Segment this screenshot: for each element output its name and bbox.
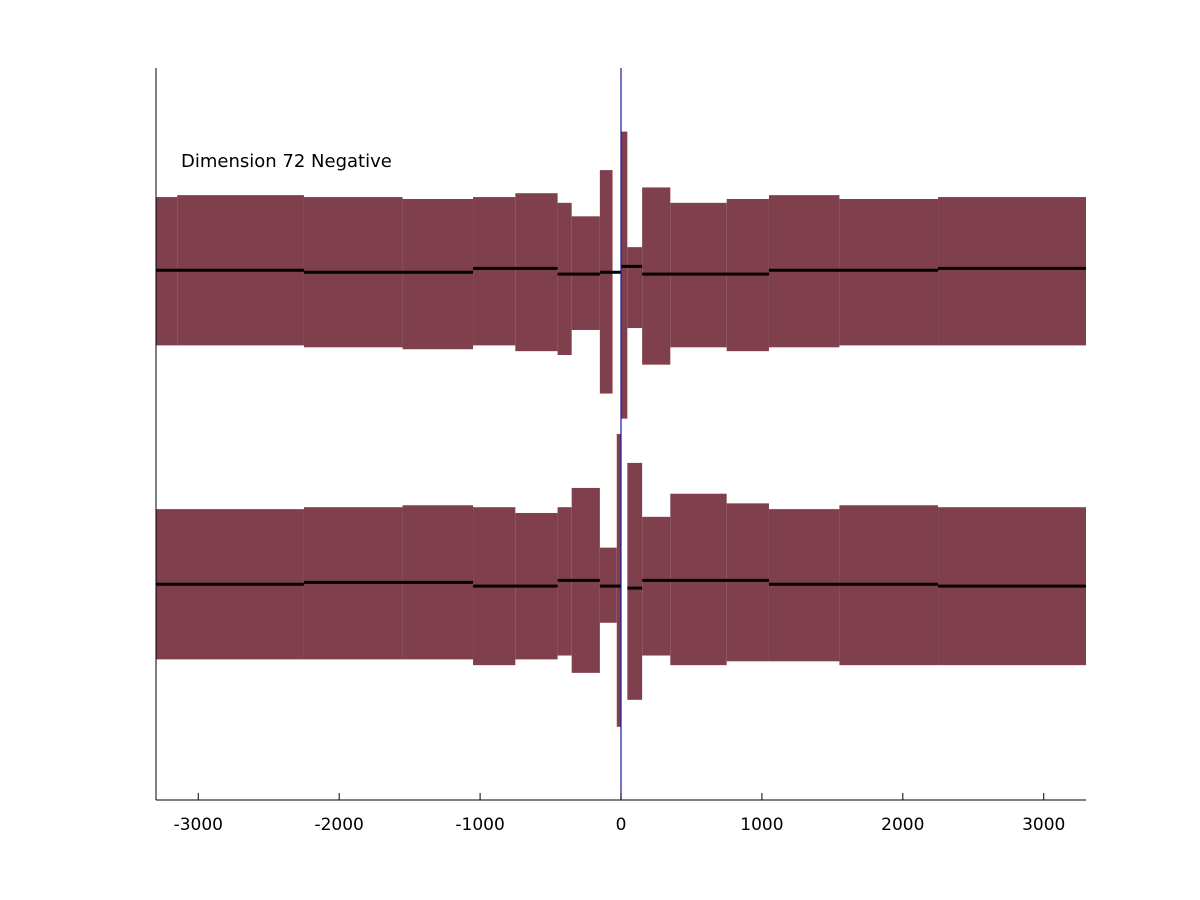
band-segment-1-10 xyxy=(642,516,671,656)
x-tick-label--1000: -1000 xyxy=(455,815,504,835)
chart-annotation: Dimension 72 Negative xyxy=(181,151,392,172)
x-tick-label-2000: 2000 xyxy=(881,815,924,835)
band-segment-1-8 xyxy=(616,434,621,727)
band-segment-0-15 xyxy=(839,198,939,346)
band-segment-0-4 xyxy=(473,197,516,346)
x-tick-label--3000: -3000 xyxy=(174,815,223,835)
band-segment-0-10 xyxy=(627,247,643,329)
axes: -3000 -2000 -1000 0 1000 2000 3000 xyxy=(155,68,1086,835)
x-tick-label--2000: -2000 xyxy=(314,815,363,835)
band-segment-0-11 xyxy=(642,187,671,365)
band-segment-0-9 xyxy=(621,131,628,419)
x-tick-label-3000: 3000 xyxy=(1022,815,1065,835)
band-segment-0-6 xyxy=(557,202,572,356)
x-tick-label-0: 0 xyxy=(616,815,627,835)
band-segment-0-8 xyxy=(599,170,613,394)
band-segment-0-3 xyxy=(402,198,474,350)
x-tick-label-1000: 1000 xyxy=(740,815,783,835)
band-segment-0-16 xyxy=(938,197,1086,346)
band-segment-1-9 xyxy=(627,462,643,700)
band-segment-1-12 xyxy=(726,503,769,662)
plot-area xyxy=(156,131,1086,727)
band-segment-0-5 xyxy=(515,193,558,352)
